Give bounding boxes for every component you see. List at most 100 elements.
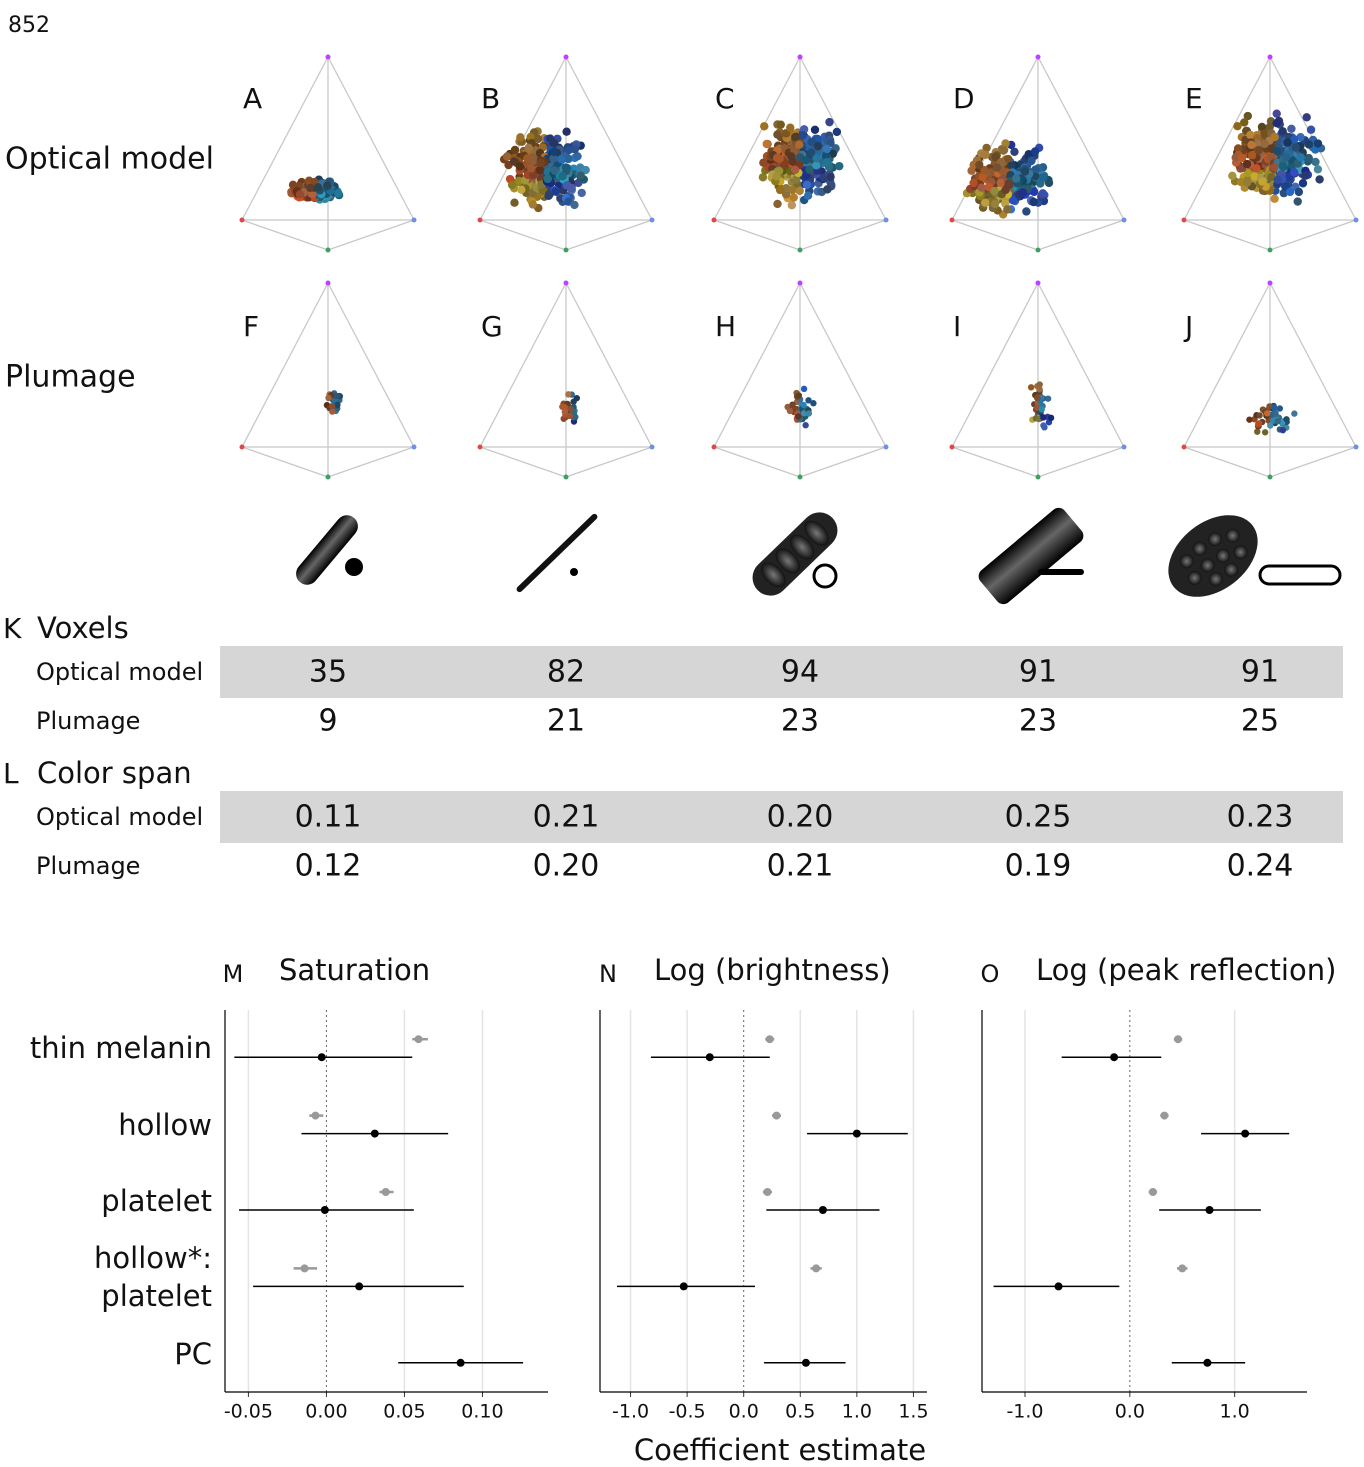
color-point [574,395,580,401]
color-point [999,146,1007,154]
tetra-vertex [798,55,803,60]
color-point [1282,153,1290,161]
tetra-vertex [326,248,331,253]
color-point [565,391,571,397]
x-axis-title: Coefficient estimate [634,1433,926,1467]
row-label: Optical model [5,142,214,177]
color-point [550,148,558,156]
tetra-vertex [478,445,483,450]
tetrahedron [240,281,417,480]
color-point [503,152,511,160]
color-point [1270,163,1278,171]
table-cell: 23 [1019,704,1057,739]
color-point [763,140,771,148]
tetra-edge [242,220,328,250]
panel-title: Saturation [279,953,430,987]
tetra-edge [800,447,886,477]
table-cell: 23 [781,704,819,739]
tetra-edge [800,283,886,447]
color-point [1283,138,1291,146]
tetrahedron [950,281,1127,480]
color-point [796,187,804,195]
color-point [1246,416,1252,422]
color-point [1256,412,1262,418]
category-label: hollow*: platelet [12,1239,212,1315]
tetra-vertex [1036,475,1041,480]
tetra-vertex [650,218,655,223]
color-point [981,151,989,159]
tetra-vertex [1122,218,1127,223]
x-tick-label: -0.05 [224,1401,273,1423]
color-point [772,172,780,180]
color-point [334,393,340,399]
tetra-vertex [412,218,417,223]
tetra-edge [328,447,414,477]
tetra-vertex [1268,55,1273,60]
table-title: Color span [37,756,192,790]
estimate [301,1264,309,1272]
x-tick-label: 0.5 [785,1401,815,1423]
color-point [1031,147,1039,155]
ring-icon [814,565,836,587]
structure-icons [292,498,1340,613]
tetra-edge [1270,220,1356,250]
tetra-edge [952,447,1038,477]
tetra-edge [480,447,566,477]
table-cell: 94 [781,655,819,690]
color-point [1277,405,1283,411]
table-cell: 0.12 [295,849,362,884]
color-point [787,408,793,414]
x-tick-label: 0.00 [305,1401,347,1423]
tetra-edge [566,447,652,477]
estimate [763,1188,771,1196]
color-point [1283,416,1289,422]
estimate [318,1053,326,1061]
color-point [835,162,843,170]
color-point [791,133,799,141]
estimate [819,1206,827,1214]
color-point [823,185,831,193]
estimate [414,1035,422,1043]
color-point [1294,197,1302,205]
color-point [544,175,552,183]
color-point [777,120,785,128]
color-point [812,154,820,162]
estimate [680,1282,688,1290]
estimate [1160,1112,1168,1120]
color-point [802,422,808,428]
tetra-vertex [1182,445,1187,450]
table-cell: 82 [547,655,585,690]
table-cell: 0.21 [533,800,600,835]
tetra-vertex [712,218,717,223]
color-point [1267,422,1273,428]
panel-letter: G [481,310,503,343]
tetra-edge [480,220,566,250]
table-cell: 0.20 [767,800,834,835]
tetra-vertex [798,475,803,480]
color-point [1305,140,1313,148]
estimate [1203,1359,1211,1367]
color-point [567,406,573,412]
color-point [510,198,518,206]
tetra-vertex [1036,55,1041,60]
color-point [1260,140,1268,148]
tetra-vertex [1268,475,1273,480]
dot-icon [345,558,363,576]
color-point [823,145,831,153]
color-point [578,189,586,197]
panel-letter: M [223,960,244,988]
color-point [801,386,807,392]
color-point [1302,113,1310,121]
tetra-vertex [1354,445,1359,450]
color-point [334,189,342,197]
color-point [806,410,812,416]
tetra-vertex [564,475,569,480]
tetra-vertex [412,445,417,450]
color-point [1275,418,1281,424]
tetra-vertex [240,445,245,450]
color-point [1039,406,1045,412]
color-point [996,179,1004,187]
color-point [516,162,524,170]
color-point [1273,147,1281,155]
tetra-vertex [884,218,889,223]
